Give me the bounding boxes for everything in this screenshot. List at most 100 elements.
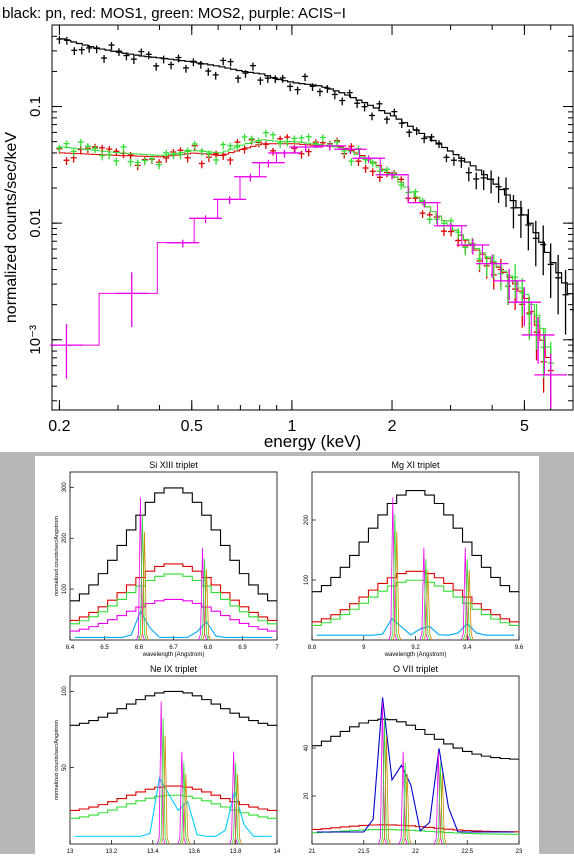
data-point [361, 103, 368, 112]
data-point [262, 129, 269, 138]
data-point [255, 137, 262, 146]
data-point [127, 158, 134, 167]
emission-line [202, 569, 211, 641]
series-acis-i [70, 598, 277, 632]
data-point [277, 140, 284, 148]
data-point [398, 182, 405, 190]
panel-x-label: wavelength (Angstrom) [142, 652, 205, 658]
data-point [197, 60, 204, 69]
x-tick-label: 23 [516, 849, 523, 854]
data-point [475, 254, 509, 278]
plot-frame [51, 24, 574, 411]
data-point [184, 147, 191, 156]
x-tick-label: 13 [67, 849, 74, 854]
emission-line [229, 751, 238, 845]
x-tick-label: 6.7 [169, 645, 178, 651]
data-point [241, 133, 248, 142]
data-point [190, 58, 197, 67]
emission-line [462, 558, 472, 641]
data-point [227, 156, 234, 165]
triplet-panel-2: Mg XI triplet 8.8 9 9.2 9.4 9.6 100 200 waveleng… [304, 460, 524, 658]
panel-y-label: normalized counts/sec/Angstrom [54, 516, 60, 596]
series-pn [70, 487, 277, 602]
model-line [59, 139, 552, 366]
x-tick-label: 13.4 [147, 849, 159, 854]
data-point [334, 146, 367, 155]
data-point [170, 151, 177, 160]
emission-line [398, 751, 408, 845]
data-point [84, 143, 91, 151]
data-point [213, 156, 220, 165]
data-point [160, 55, 167, 64]
emission-line [433, 751, 443, 845]
data-point [440, 228, 447, 236]
data-point [123, 52, 130, 61]
spectrum-svg: black: pn, red: MOS1, green: MOS2, purpl… [2, 5, 574, 451]
data-point [101, 55, 108, 63]
data-point [270, 147, 277, 156]
data-point [233, 173, 267, 182]
data-point [319, 134, 326, 143]
data-point [287, 83, 294, 92]
data-point [113, 157, 120, 166]
data-point [407, 199, 441, 208]
y-tick-label: 300 [62, 482, 68, 493]
y-tick-label: 200 [62, 533, 68, 544]
data-point [205, 150, 212, 159]
data-point [434, 222, 467, 231]
emission-line [233, 773, 242, 845]
data-point [362, 164, 369, 173]
model-line [59, 38, 574, 305]
x-tick-label: 0.5 [181, 418, 203, 435]
triplet-svg: Si XIII triplet 6.4 6.5 6.6 6.7 6.8 6.9 7 100 200… [54, 460, 524, 859]
series-rgs [74, 776, 273, 837]
series-mos1 [70, 785, 277, 812]
data-point [355, 158, 362, 166]
data-point [436, 140, 443, 148]
panel-frame [69, 675, 278, 845]
data-point [291, 135, 298, 144]
data-point [413, 127, 420, 136]
emission-line [158, 718, 168, 845]
data-point [249, 62, 256, 71]
data-point [56, 144, 63, 153]
data-point [339, 97, 346, 106]
data-point [56, 36, 63, 44]
data-point [248, 135, 255, 144]
data-point [77, 146, 84, 155]
y-tick-label: 200 [304, 514, 310, 525]
panel-frame [311, 675, 520, 845]
data-point [492, 268, 526, 301]
series-pn [56, 36, 574, 353]
data-point [189, 215, 222, 224]
data-point [369, 112, 376, 121]
data-point [488, 170, 495, 194]
emission-line [200, 558, 209, 641]
data-point [421, 135, 428, 144]
data-point [220, 152, 227, 160]
x-tick-label: 13.2 [106, 849, 118, 854]
data-point [391, 108, 398, 117]
data-point [294, 86, 301, 95]
data-point [205, 68, 212, 76]
panel-x-label: wavelength (Angstrom) [384, 652, 447, 658]
x-tick-label: 7 [275, 645, 279, 651]
data-point [570, 282, 574, 353]
emission-line [419, 547, 429, 641]
data-point [78, 46, 85, 55]
x-tick-label: 6.8 [204, 645, 213, 651]
emission-line [140, 531, 149, 641]
y-tick-label: 0.01 [27, 209, 44, 238]
data-point [241, 145, 248, 154]
data-point [465, 167, 472, 182]
x-tick-label: 9 [362, 645, 366, 651]
data-point [352, 155, 385, 164]
emission-line [421, 558, 431, 641]
data-point [298, 134, 305, 143]
data-point [115, 272, 149, 327]
x-tick-label: 5 [520, 418, 529, 435]
data-point [130, 56, 137, 64]
data-point [184, 154, 191, 163]
data-point [428, 133, 435, 142]
data-point [426, 216, 433, 225]
